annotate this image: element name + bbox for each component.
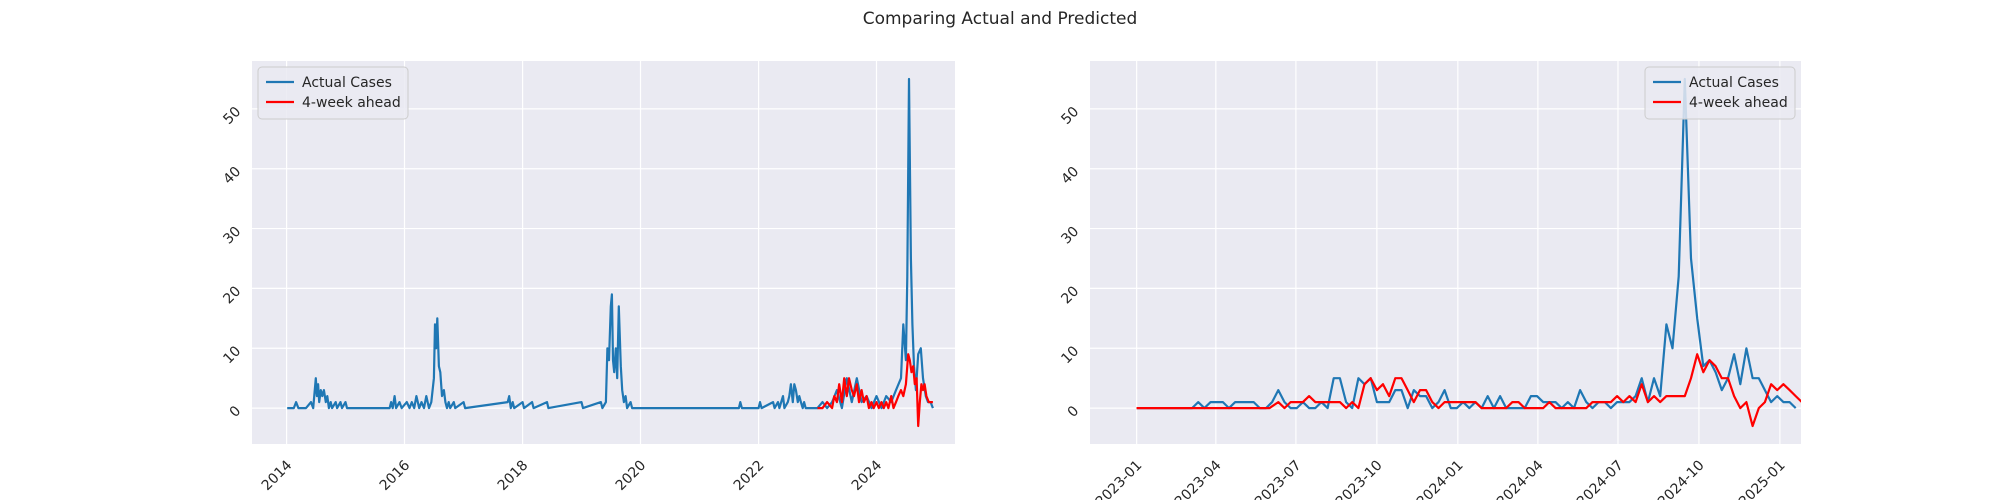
legend-label: 4-week ahead [1689, 95, 1788, 111]
x-tick-label: 2023-10 [1333, 457, 1386, 500]
x-tick-label: 2024-10 [1655, 457, 1708, 500]
x-tick-label: 2023-01 [1093, 457, 1146, 500]
plot-area [252, 61, 955, 444]
x-tick-label: 2025-01 [1736, 457, 1789, 500]
y-tick-label: 20 [220, 283, 244, 307]
x-tick-label: 2024-04 [1494, 457, 1547, 500]
x-tick-label: 2024-01 [1414, 457, 1467, 500]
legend-box [257, 66, 409, 120]
x-tick-label: 2023-04 [1172, 457, 1225, 500]
y-tick-label: 50 [220, 104, 244, 128]
x-tick-label: 2014 [259, 457, 296, 494]
left-chart-panel: 2014 2016 2018 2020 2022 2024 0 10 20 30 40 50 Actua… [220, 61, 955, 494]
legend-label: Actual Cases [302, 75, 392, 91]
x-tick-label: 2024-07 [1574, 457, 1627, 500]
forecast-line [817, 353, 933, 428]
y-tick-label: 10 [220, 343, 244, 367]
figure-title: Comparing Actual and Predicted [863, 9, 1138, 29]
actual-cases-line [287, 77, 934, 410]
y-tick-label: 50 [1058, 104, 1082, 128]
legend-label: Actual Cases [1689, 75, 1779, 91]
y-tick-label: 40 [1058, 164, 1082, 188]
legend-label: 4-week ahead [302, 95, 401, 111]
y-tick-label: 0 [227, 403, 245, 421]
x-tick-label: 2023-07 [1252, 457, 1305, 500]
y-tick-label: 0 [1065, 403, 1083, 421]
y-tick-label: 40 [220, 164, 244, 188]
forecast-line [1136, 353, 1801, 428]
x-tick-label: 2020 [613, 457, 650, 494]
x-tick-label: 2016 [377, 457, 414, 494]
y-tick-label: 20 [1058, 283, 1082, 307]
y-tick-label: 30 [1058, 224, 1082, 248]
legend-box [1644, 66, 1796, 120]
x-tick-label: 2024 [849, 457, 886, 494]
y-tick-label: 10 [1058, 343, 1082, 367]
x-tick-label: 2022 [731, 457, 768, 494]
x-tick-label: 2018 [495, 457, 532, 494]
y-tick-label: 30 [220, 224, 244, 248]
right-chart-panel: 2023-01 2023-04 2023-07 2023-10 2024-01 2024-… [1058, 61, 1801, 500]
